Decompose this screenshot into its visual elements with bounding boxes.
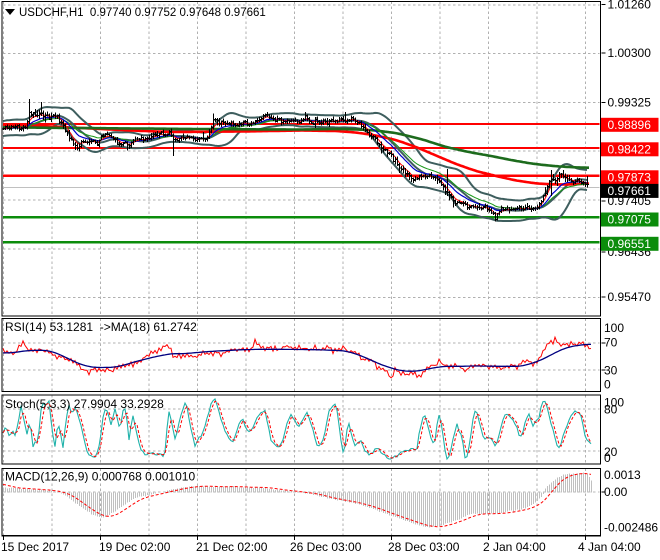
svg-text:28 Dec 03:00: 28 Dec 03:00	[388, 540, 460, 554]
svg-text:MACD(12,26,9) 0.000768 0.00101: MACD(12,26,9) 0.000768 0.001010	[5, 470, 195, 484]
svg-text:0.98896: 0.98896	[608, 118, 652, 132]
svg-text:100: 100	[604, 321, 624, 335]
svg-text:70: 70	[604, 335, 618, 349]
svg-text:0: 0	[604, 377, 611, 391]
svg-text:0.97661: 0.97661	[608, 184, 652, 198]
svg-text:1.00300: 1.00300	[608, 46, 652, 60]
svg-text:4 Jan 04:00: 4 Jan 04:00	[578, 540, 641, 554]
svg-text:0.0013: 0.0013	[604, 468, 641, 482]
svg-text:80: 80	[604, 403, 618, 417]
svg-text:15 Dec 2017: 15 Dec 2017	[1, 540, 69, 554]
svg-text:0.97873: 0.97873	[608, 170, 652, 184]
svg-text:2 Jan 04:00: 2 Jan 04:00	[483, 540, 546, 554]
svg-text:RSI(14) 53.1281 ->MA(18) 61.2: RSI(14) 53.1281 ->MA(18) 61.2742	[5, 320, 197, 334]
svg-text:Stoch(5,3,3) 27.9904 33.2928: Stoch(5,3,3) 27.9904 33.2928	[5, 397, 164, 411]
svg-text:0.97075: 0.97075	[608, 213, 652, 227]
svg-text:0.00: 0.00	[604, 485, 628, 499]
svg-text:-0.002486: -0.002486	[604, 521, 658, 535]
svg-text:0: 0	[604, 451, 611, 465]
svg-text:0.95470: 0.95470	[608, 290, 652, 304]
svg-text:100: 100	[604, 396, 624, 410]
svg-text:30: 30	[604, 364, 618, 378]
svg-text:0.96551: 0.96551	[608, 237, 652, 251]
svg-text:1.01260: 1.01260	[608, 0, 652, 11]
svg-text:26 Dec 03:00: 26 Dec 03:00	[290, 540, 362, 554]
svg-text:20: 20	[604, 445, 618, 459]
svg-text:0.99325: 0.99325	[608, 95, 652, 109]
svg-text:19 Dec 02:00: 19 Dec 02:00	[99, 540, 171, 554]
svg-text:0.98422: 0.98422	[608, 142, 652, 156]
svg-text:21 Dec 02:00: 21 Dec 02:00	[196, 540, 268, 554]
svg-text:USDCHF,H1 0.97740 0.97752 0.9: USDCHF,H1 0.97740 0.97752 0.97648 0.9766…	[19, 7, 266, 19]
